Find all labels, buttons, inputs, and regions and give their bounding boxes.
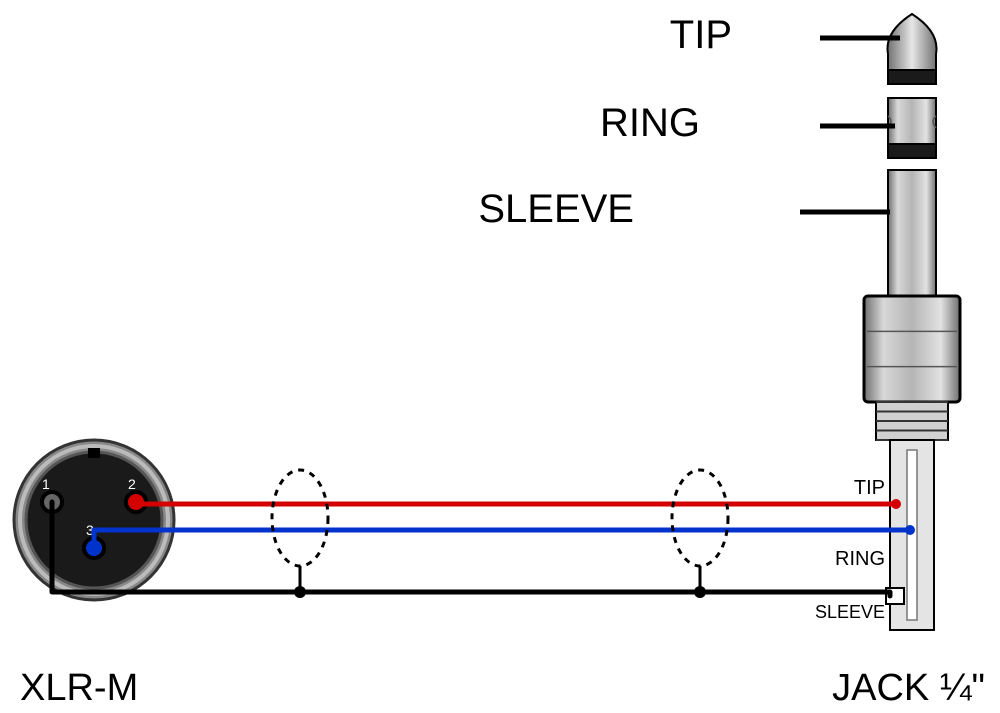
wire-label-sleeve: SLEEVE bbox=[815, 602, 885, 622]
trs-insulator-1 bbox=[888, 70, 936, 84]
trs-sleeve bbox=[888, 170, 936, 296]
wire-cold-end bbox=[905, 525, 915, 535]
xlr-pin-label-1: 1 bbox=[42, 476, 50, 492]
trs-label-ring: RING bbox=[600, 101, 700, 145]
wire-hot-end bbox=[891, 499, 901, 509]
wire-label-ring: RING bbox=[835, 548, 885, 570]
trs-body bbox=[864, 296, 960, 402]
xlr-pin-label-2: 2 bbox=[128, 476, 136, 492]
trs-label-sleeve: SLEEVE bbox=[478, 187, 634, 231]
xlr-connector: 123 bbox=[14, 440, 174, 600]
trs-label-tip: TIP bbox=[670, 13, 732, 57]
shield-junction-1 bbox=[294, 586, 306, 598]
shield-junction-2 bbox=[694, 586, 706, 598]
trs-insulator-2 bbox=[888, 144, 936, 158]
trs-ring bbox=[888, 98, 936, 144]
connector-label-left: XLR-M bbox=[20, 667, 138, 709]
wire-label-tip: TIP bbox=[854, 477, 885, 499]
xlr-face bbox=[26, 452, 162, 588]
connector-label-right: JACK ¼" bbox=[832, 667, 985, 709]
